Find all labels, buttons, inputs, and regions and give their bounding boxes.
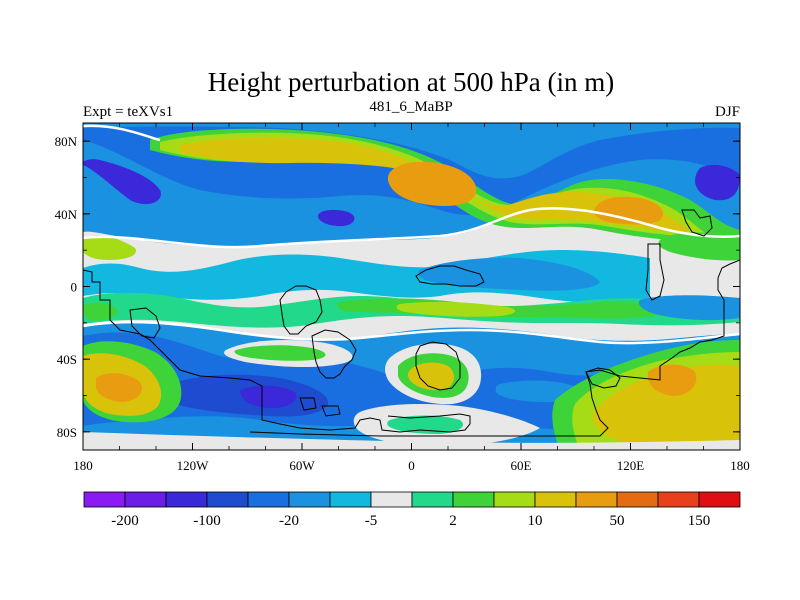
coastline xyxy=(585,367,621,389)
contour-region xyxy=(658,232,740,261)
contour-region xyxy=(387,415,464,434)
colorbar-swatch xyxy=(247,491,290,508)
colorbar-swatch xyxy=(329,491,372,508)
coastline xyxy=(415,341,461,391)
y-tick-label: 40S xyxy=(57,352,77,367)
contour-region xyxy=(234,345,326,361)
colorbar-swatch xyxy=(575,491,618,508)
colorbar-swatch xyxy=(616,491,659,508)
contour-region xyxy=(83,235,136,260)
contour-region xyxy=(240,385,297,408)
y-axis: 80N 40N 0 40S 80S xyxy=(55,134,740,440)
contour-region xyxy=(318,209,355,227)
contour-region xyxy=(83,302,118,321)
colorbar-label: -5 xyxy=(365,513,378,529)
colorbar-swatch xyxy=(124,491,167,508)
coastline xyxy=(83,269,471,433)
left-subtitle: Expt = teXVs1 xyxy=(83,104,173,120)
colorbar-swatch xyxy=(83,491,126,508)
y-tick-label: 40N xyxy=(55,207,78,222)
colorbar-swatch xyxy=(698,491,741,508)
x-axis: 180 120W 60W 0 60E 120E 180 xyxy=(73,123,750,473)
colorbar-swatch xyxy=(165,491,208,508)
colorbar-label: -20 xyxy=(279,513,299,529)
zero-contour-line xyxy=(83,320,740,345)
x-tick-label: 180 xyxy=(73,458,93,473)
coastline xyxy=(311,329,357,379)
right-subtitle: DJF xyxy=(715,104,740,120)
colorbar-label: 150 xyxy=(688,513,711,529)
x-tick-label: 60E xyxy=(511,458,532,473)
colorbar-label: -100 xyxy=(193,513,221,529)
coastlines xyxy=(83,209,740,437)
colorbar-swatch xyxy=(493,491,536,508)
coastline xyxy=(299,397,317,411)
contour-region xyxy=(407,362,454,391)
x-tick-label: 120W xyxy=(177,458,210,473)
colorbar-swatch xyxy=(411,491,454,508)
colorbar-label: 10 xyxy=(528,513,543,529)
colorbar-swatch xyxy=(288,491,331,508)
contour-region xyxy=(638,295,740,321)
contour-region xyxy=(96,373,143,402)
colorbar-swatch xyxy=(206,491,249,508)
y-tick-label: 80S xyxy=(57,425,77,440)
coastline xyxy=(645,243,665,301)
coastline xyxy=(321,405,341,417)
colorbar-swatch xyxy=(452,491,495,508)
y-tick-label: 80N xyxy=(55,134,78,149)
x-tick-label: 0 xyxy=(408,458,415,473)
colorbar-swatch xyxy=(534,491,577,508)
zero-contour-line xyxy=(83,207,740,249)
zero-contour-line xyxy=(83,124,161,142)
colorbar-swatch xyxy=(370,491,413,508)
chart-title: Height perturbation at 500 hPa (in m) xyxy=(208,67,614,97)
contour-region xyxy=(83,159,161,205)
contour-region xyxy=(417,257,600,291)
contour-region xyxy=(387,161,477,206)
contour-field xyxy=(83,123,740,450)
coastline xyxy=(415,265,485,287)
colorbar-label: 50 xyxy=(610,513,625,529)
coastline xyxy=(249,259,740,437)
coastline xyxy=(681,209,713,237)
contour-region xyxy=(396,301,515,317)
contour-region xyxy=(594,196,664,225)
contour-region xyxy=(695,164,740,201)
colorbar: -200 -100 -20 -5 2 10 50 150 xyxy=(83,491,741,529)
contour-region xyxy=(593,364,740,446)
coastline xyxy=(129,307,161,339)
coastline xyxy=(279,285,323,335)
colorbar-swatch xyxy=(657,491,700,508)
center-subtitle: 481_6_MaBP xyxy=(369,99,452,115)
y-tick-label: 0 xyxy=(71,280,78,295)
colorbar-label: 2 xyxy=(449,513,457,529)
colorbar-label: -200 xyxy=(111,513,139,529)
x-tick-label: 120E xyxy=(617,458,645,473)
contour-region xyxy=(83,432,740,450)
x-tick-label: 60W xyxy=(289,458,315,473)
x-tick-label: 180 xyxy=(730,458,750,473)
